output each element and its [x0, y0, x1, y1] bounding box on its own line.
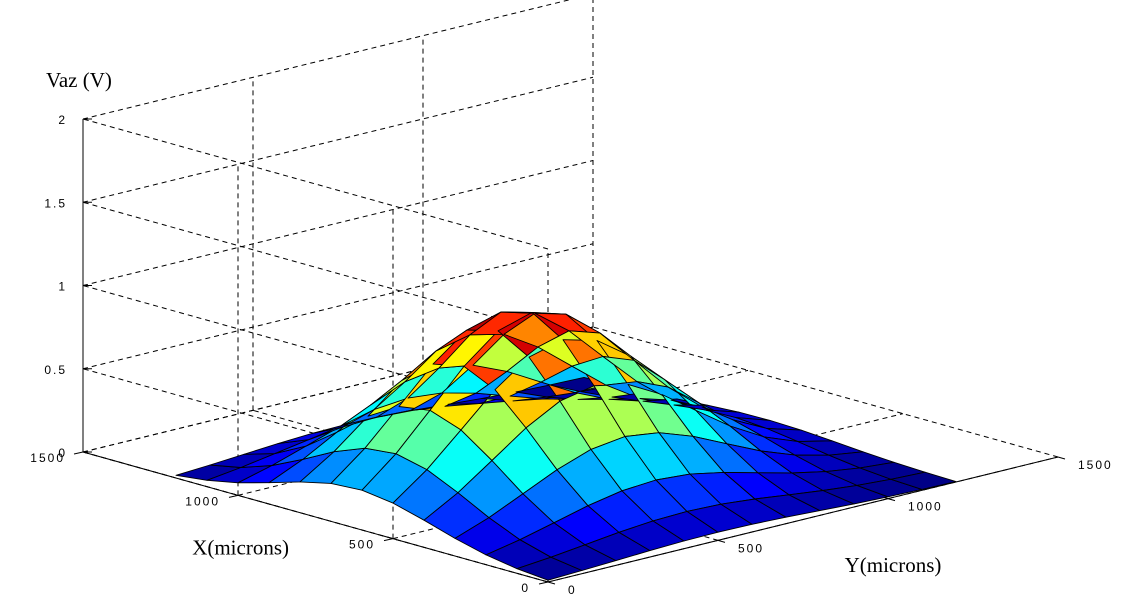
y-axis-title: Y(microns) — [845, 553, 942, 577]
tick-mark — [547, 581, 556, 585]
tick-mark — [1057, 456, 1066, 460]
tick-mark — [538, 581, 549, 585]
grid-line — [82, 76, 594, 203]
x-tick-label: 500 — [349, 538, 375, 552]
x-tick-label: 0 — [521, 581, 530, 595]
z-tick-label: 1.5 — [44, 196, 67, 210]
y-tick-label: 1000 — [908, 500, 943, 514]
grid-line — [82, 201, 549, 333]
x-axis-title: X(microns) — [192, 535, 289, 559]
y-tick-label: 0 — [568, 583, 577, 596]
surface-layer — [175, 311, 957, 581]
surface-patch — [890, 471, 957, 490]
grid-line — [82, 118, 549, 250]
grid-line — [82, 160, 594, 286]
y-tick-label: 500 — [738, 541, 764, 555]
tick-mark — [717, 539, 726, 543]
grid-line — [82, 243, 594, 370]
y-axis-line — [547, 456, 1059, 583]
tick-mark — [383, 538, 394, 542]
grid-line — [82, 326, 594, 453]
tick-mark — [228, 494, 239, 498]
x-axis-line — [82, 451, 549, 583]
z-axis-title: Vaz (V) — [46, 68, 112, 92]
z-tick-label: 0.5 — [44, 363, 67, 377]
axis-layer — [73, 118, 1066, 585]
grid-line — [82, 0, 571, 120]
z-tick-label: 1 — [58, 280, 67, 294]
tick-mark — [887, 498, 896, 502]
x-tick-label: 1000 — [185, 494, 220, 508]
z-tick-label: 0 — [58, 446, 67, 460]
x-tick-label: 1500 — [30, 451, 65, 465]
tick-mark — [73, 451, 84, 455]
y-tick-label: 1500 — [1078, 458, 1113, 472]
z-tick-label: 2 — [58, 113, 67, 127]
